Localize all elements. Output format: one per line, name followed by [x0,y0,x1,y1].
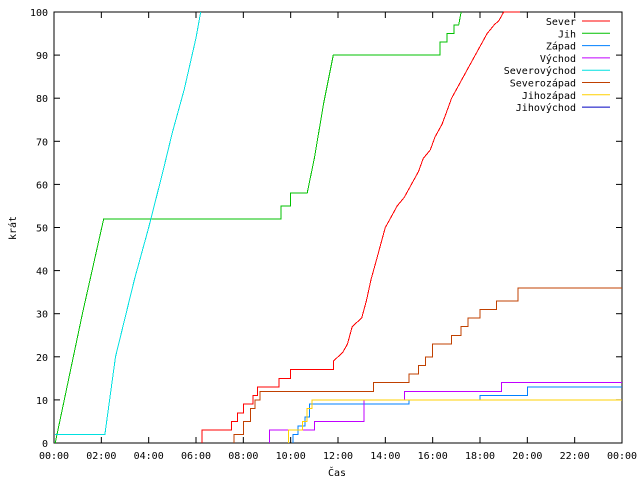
y-axis-label: krát [7,216,19,240]
legend-label: Severovýchod [504,65,576,77]
y-tick-label: 20 [36,353,48,364]
x-tick-label: 16:00 [418,451,448,462]
legend-label: Jihozápad [522,90,576,102]
y-tick-label: 50 [36,224,48,235]
x-tick-label: 22:00 [560,451,590,462]
y-tick-label: 90 [36,51,48,62]
legend-label: Sever [546,17,576,28]
series-line-sever [201,11,521,443]
x-tick-label: 10:00 [276,451,306,462]
series-line-jih [54,11,462,444]
series-line-jihozápad [287,399,622,443]
y-tick-label: 80 [36,94,48,105]
legend-label: Severozápad [510,78,576,90]
legend-label: Jihovýchod [516,102,576,114]
y-tick-label: 100 [30,8,48,19]
legend-label: Východ [540,53,576,65]
x-tick-label: 14:00 [370,451,400,462]
x-tick-label: 18:00 [465,451,495,462]
x-tick-label: 12:00 [323,451,353,462]
series-line-západ [292,386,622,443]
x-axis-label: Čas [328,466,346,479]
x-tick-label: 04:00 [134,451,164,462]
series-line-severovýchod [55,11,202,435]
legend-label: Západ [546,41,576,53]
x-tick-label: 06:00 [181,451,211,462]
y-tick-label: 0 [42,439,48,450]
legend-label: Jih [558,29,576,40]
y-tick-label: 40 [36,267,48,278]
y-tick-label: 70 [36,137,48,148]
y-tick-label: 10 [36,396,48,407]
x-tick-label: 00:00 [607,451,637,462]
series-line-severozápad [233,287,622,443]
y-tick-label: 30 [36,310,48,321]
x-tick-label: 08:00 [228,451,258,462]
x-tick-label: 00:00 [39,451,69,462]
y-tick-label: 60 [36,180,48,191]
x-tick-label: 02:00 [86,451,116,462]
x-tick-label: 20:00 [512,451,542,462]
